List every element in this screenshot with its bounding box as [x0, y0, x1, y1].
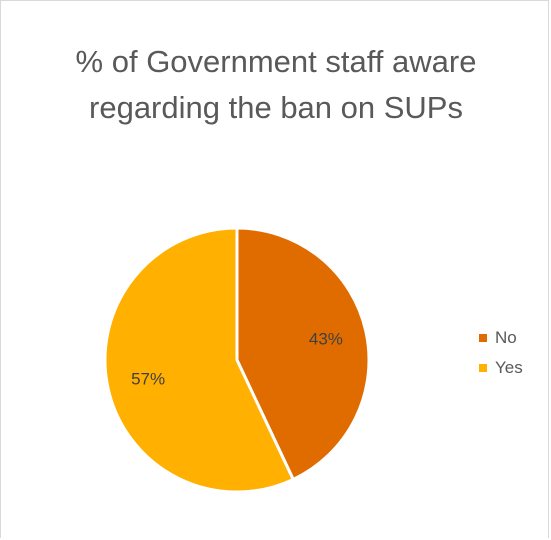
pie-labels: 43% 57%	[131, 330, 343, 389]
data-label-yes: 57%	[131, 369, 165, 388]
data-label-no: 43%	[309, 330, 343, 349]
legend: No Yes	[479, 326, 523, 386]
pie-slices	[103, 226, 371, 494]
legend-item-no: No	[479, 326, 523, 350]
legend-label-yes: Yes	[495, 358, 523, 377]
legend-item-yes: Yes	[479, 356, 523, 380]
chart-title: % of Government staff aware regarding th…	[75, 44, 477, 125]
pie-slice-yes	[103, 226, 295, 494]
legend-label-no: No	[495, 328, 517, 347]
legend-swatch-yes	[479, 364, 487, 372]
pie-slice-no	[235, 226, 371, 481]
legend-swatch-no	[479, 334, 487, 342]
